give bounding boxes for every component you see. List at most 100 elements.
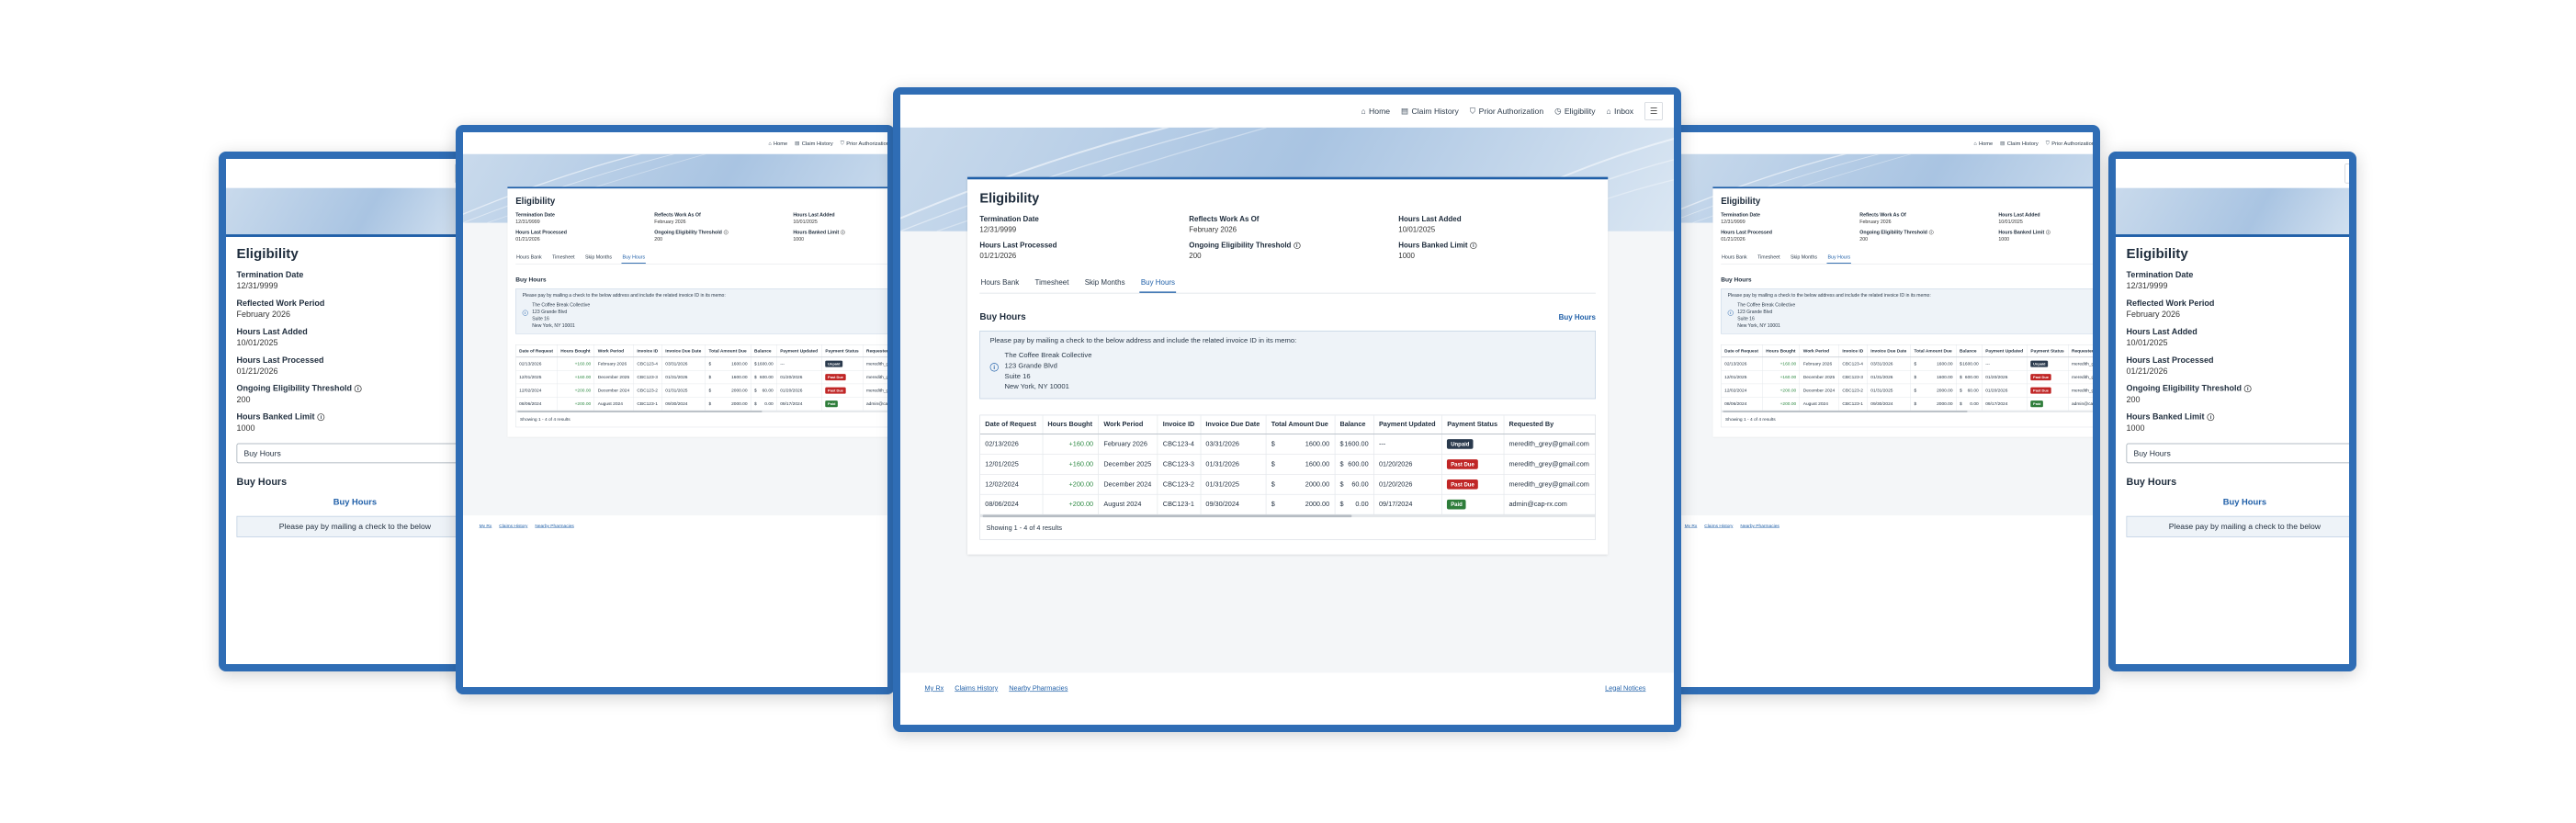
column-header[interactable]: Hours Bought — [557, 344, 595, 358]
footer-link-my-rx[interactable]: My Rx — [924, 684, 944, 693]
column-header[interactable]: Invoice ID — [1838, 344, 1868, 358]
column-header[interactable]: Date of Request — [979, 415, 1044, 434]
info-icon[interactable]: i — [1470, 242, 1477, 249]
nav-claim-history[interactable]: ▤ Claim History — [1401, 106, 1459, 116]
footer-link-nearby-pharmacies[interactable]: Nearby Pharmacies — [1740, 523, 1779, 529]
scrollbar-thumb[interactable] — [517, 411, 763, 412]
footer-link-nearby-pharmacies[interactable]: Nearby Pharmacies — [1009, 684, 1068, 693]
tab-hours-bank[interactable]: Hours Bank — [1722, 254, 1747, 260]
column-header[interactable]: Hours Bought — [1042, 415, 1100, 434]
cell-invoice-id: CBC123-1 — [1838, 397, 1868, 412]
footer-link-claims-history[interactable]: Claims History — [955, 684, 999, 693]
section-select[interactable]: Buy Hours ⌄ — [236, 443, 459, 464]
tab-timesheet[interactable]: Timesheet — [1757, 254, 1780, 260]
tab-timesheet[interactable]: Timesheet — [552, 254, 575, 260]
stat-item: Termination Date 12/31/9999 — [979, 215, 1177, 234]
column-header[interactable]: Payment Updated — [776, 344, 822, 358]
nav-home[interactable]: ⌂ Home — [1361, 106, 1391, 116]
footer-link-nearby-pharmacies[interactable]: Nearby Pharmacies — [535, 523, 574, 529]
footer-link-my-rx[interactable]: My Rx — [1684, 523, 1698, 529]
info-icon: i — [989, 363, 999, 372]
nav-claim-history[interactable]: ▤ Claim History — [2000, 140, 2039, 147]
nav-eligibility[interactable]: ◷ Eligibility — [1554, 106, 1596, 116]
column-header[interactable]: Total Amount Due — [1266, 415, 1336, 434]
column-header[interactable]: Balance — [1334, 415, 1374, 434]
info-icon[interactable]: i — [317, 412, 325, 421]
eligibility-tabs: Hours Bank Timesheet Skip Months Buy Hours — [515, 251, 887, 265]
status-badge: Past Due — [825, 387, 846, 394]
buy-hours-button[interactable]: Buy Hours — [1558, 312, 1596, 321]
column-header[interactable]: Invoice Due Date — [661, 344, 706, 358]
menu-icon: ☰ — [1649, 106, 1658, 116]
column-header[interactable]: Work Period — [1098, 415, 1158, 434]
column-header[interactable]: Invoice Due Date — [1200, 415, 1267, 434]
info-icon[interactable]: i — [2243, 384, 2252, 392]
buy-hours-header: Buy Hours Buy Hours — [515, 276, 887, 283]
info-icon[interactable]: i — [1928, 230, 1934, 235]
tab-buy-hours[interactable]: Buy Hours — [1826, 251, 1852, 264]
column-header[interactable]: Invoice Due Date — [1867, 344, 1912, 358]
footer-link-claims-history[interactable]: Claims History — [1704, 523, 1734, 529]
scrollbar-thumb[interactable] — [1723, 411, 1968, 412]
cell-due-date: 01/31/2026 — [661, 370, 706, 385]
horizontal-scrollbar[interactable] — [1721, 411, 2093, 412]
menu-button[interactable]: ☰ — [2344, 163, 2349, 184]
info-icon[interactable]: i — [2207, 412, 2215, 421]
column-header[interactable]: Date of Request — [1721, 344, 1763, 358]
nav-claim-history[interactable]: ▤ Claim History — [795, 140, 833, 147]
nav-prior-authorization[interactable]: ⛉ Prior Authorization — [2045, 140, 2095, 147]
cell-payment-updated: --- — [776, 356, 822, 371]
nav-prior-authorization[interactable]: ⛉ Prior Authorization — [1469, 106, 1544, 116]
info-icon[interactable]: i — [2045, 230, 2051, 235]
section-select[interactable]: Buy Hours ⌄ — [2126, 443, 2349, 464]
info-icon[interactable]: i — [840, 230, 845, 235]
column-header[interactable]: Payment Updated — [1982, 344, 2028, 358]
nav-home[interactable]: ⌂ Home — [1973, 140, 1994, 147]
stat-item: Hours Last Processed 01/21/2026 — [237, 355, 459, 376]
stat-label: Termination Date — [237, 270, 459, 279]
nav-prior-authorization[interactable]: ⛉ Prior Authorization — [840, 140, 889, 147]
column-header[interactable]: Work Period — [593, 344, 634, 358]
column-header[interactable]: Requested By — [1503, 415, 1596, 434]
info-icon[interactable]: i — [1294, 242, 1301, 249]
info-icon[interactable]: i — [723, 230, 729, 235]
column-header[interactable]: Balance — [751, 344, 777, 358]
tab-buy-hours[interactable]: Buy Hours — [1139, 274, 1177, 293]
nav-inbox[interactable]: ⌂ Inbox — [1606, 106, 1634, 116]
column-header[interactable]: Total Amount Due — [1910, 344, 1957, 358]
tab-hours-bank[interactable]: Hours Bank — [980, 277, 1020, 287]
column-header[interactable]: Payment Status — [821, 344, 864, 358]
info-icon[interactable]: i — [354, 384, 362, 392]
tab-skip-months[interactable]: Skip Months — [585, 254, 613, 260]
buy-hours-button[interactable]: Buy Hours — [2222, 496, 2267, 507]
menu-button[interactable]: ☰ — [1644, 101, 1663, 120]
nav-home[interactable]: ⌂ Home — [768, 140, 788, 147]
column-header[interactable]: Payment Updated — [1373, 415, 1442, 434]
horizontal-scrollbar[interactable] — [515, 411, 887, 412]
invoice-table: Date of Request Hours Bought Work Period In… — [1721, 344, 2093, 412]
footer-link-claims-history[interactable]: Claims History — [499, 523, 528, 529]
column-header[interactable]: Payment Status — [2027, 344, 2069, 358]
column-header[interactable]: Total Amount Due — [705, 344, 751, 358]
column-header[interactable]: Requested By — [2068, 344, 2093, 358]
buy-hours-button[interactable]: Buy Hours — [333, 496, 378, 507]
column-header[interactable]: Requested By — [863, 344, 887, 358]
tab-hours-bank[interactable]: Hours Bank — [516, 254, 542, 260]
tab-skip-months[interactable]: Skip Months — [1791, 254, 1818, 260]
footer-link-legal-notices[interactable]: Legal Notices — [1605, 684, 1646, 693]
tab-buy-hours[interactable]: Buy Hours — [621, 251, 647, 264]
column-header[interactable]: Work Period — [1799, 344, 1839, 358]
column-header[interactable]: Payment Status — [1441, 415, 1505, 434]
desktop-view-center: ⌂ Home ▤ Claim History ⛉ Prior Authorizatio… — [893, 87, 1681, 732]
column-header[interactable]: Hours Bought — [1762, 344, 1801, 358]
document-icon: ▤ — [795, 140, 800, 146]
column-header[interactable]: Date of Request — [515, 344, 558, 358]
column-header[interactable]: Balance — [1956, 344, 1983, 358]
tab-skip-months[interactable]: Skip Months — [1084, 277, 1125, 287]
footer-link-my-rx[interactable]: My Rx — [479, 523, 492, 529]
column-header[interactable]: Invoice ID — [633, 344, 662, 358]
column-header[interactable]: Invoice ID — [1158, 415, 1202, 434]
scrollbar-thumb[interactable] — [982, 514, 1352, 518]
horizontal-scrollbar[interactable] — [979, 514, 1596, 518]
tab-timesheet[interactable]: Timesheet — [1034, 277, 1069, 287]
